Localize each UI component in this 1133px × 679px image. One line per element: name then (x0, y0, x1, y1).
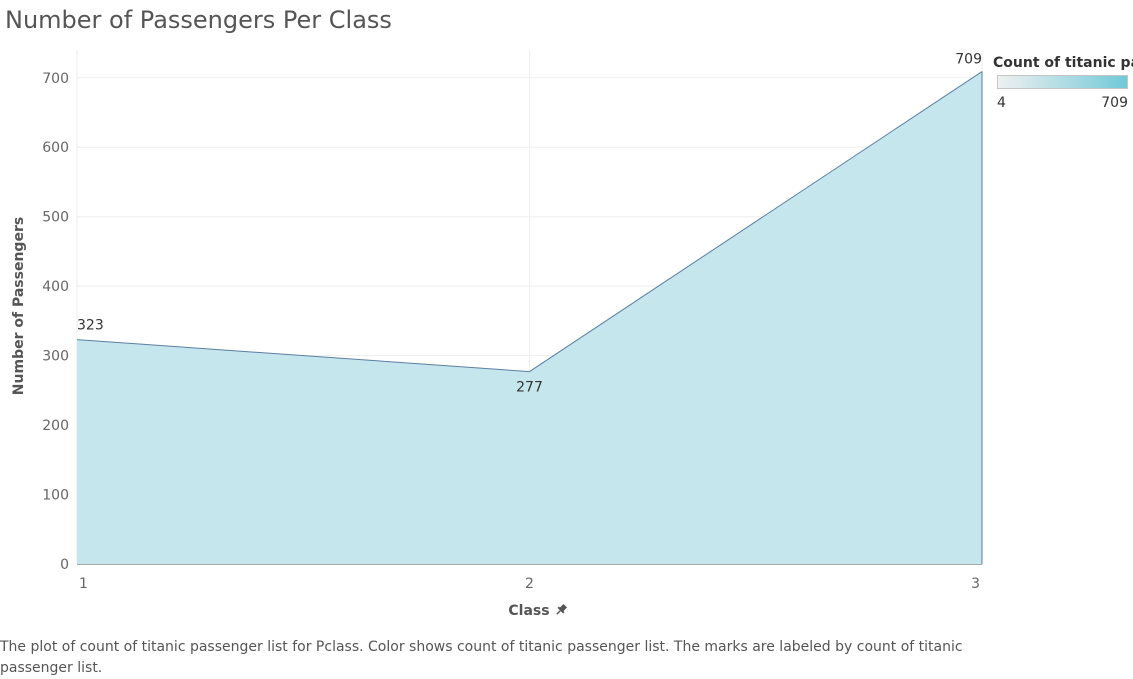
pin-icon (556, 603, 568, 615)
x-tick-label: 1 (79, 576, 88, 592)
legend-title: Count of titanic pa.. (993, 55, 1133, 71)
chart-title: Number of Passengers Per Class (5, 6, 392, 34)
chart-caption: The plot of count of titanic passenger l… (0, 639, 963, 676)
y-tick-label: 400 (42, 279, 69, 295)
y-tick-label: 500 (42, 210, 69, 226)
color-legend: Count of titanic pa.. 4 709 (993, 55, 1133, 111)
x-axis-title: Class (508, 603, 549, 619)
y-tick-label: 600 (42, 140, 69, 156)
area-fill (77, 71, 982, 564)
data-label: 277 (516, 380, 543, 396)
x-tick-label: 3 (971, 576, 980, 592)
data-label: 323 (77, 318, 104, 334)
y-tick-label: 700 (42, 71, 69, 87)
legend-gradient-bar (997, 75, 1128, 89)
y-tick-label: 300 (42, 349, 69, 365)
y-tick-label: 0 (60, 557, 69, 573)
y-axis-title: Number of Passengers (11, 217, 27, 395)
y-tick-label: 100 (42, 488, 69, 504)
legend-max-label: 709 (1101, 95, 1128, 111)
y-tick-label: 200 (42, 418, 69, 434)
data-label: 709 (955, 52, 982, 68)
series-line (76, 71, 983, 373)
x-tick-label: 2 (525, 576, 534, 592)
legend-min-label: 4 (997, 95, 1006, 111)
chart-area: 0 100 200 300 400 500 600 700 1 2 3 323 277 709 Class N… (11, 50, 983, 619)
